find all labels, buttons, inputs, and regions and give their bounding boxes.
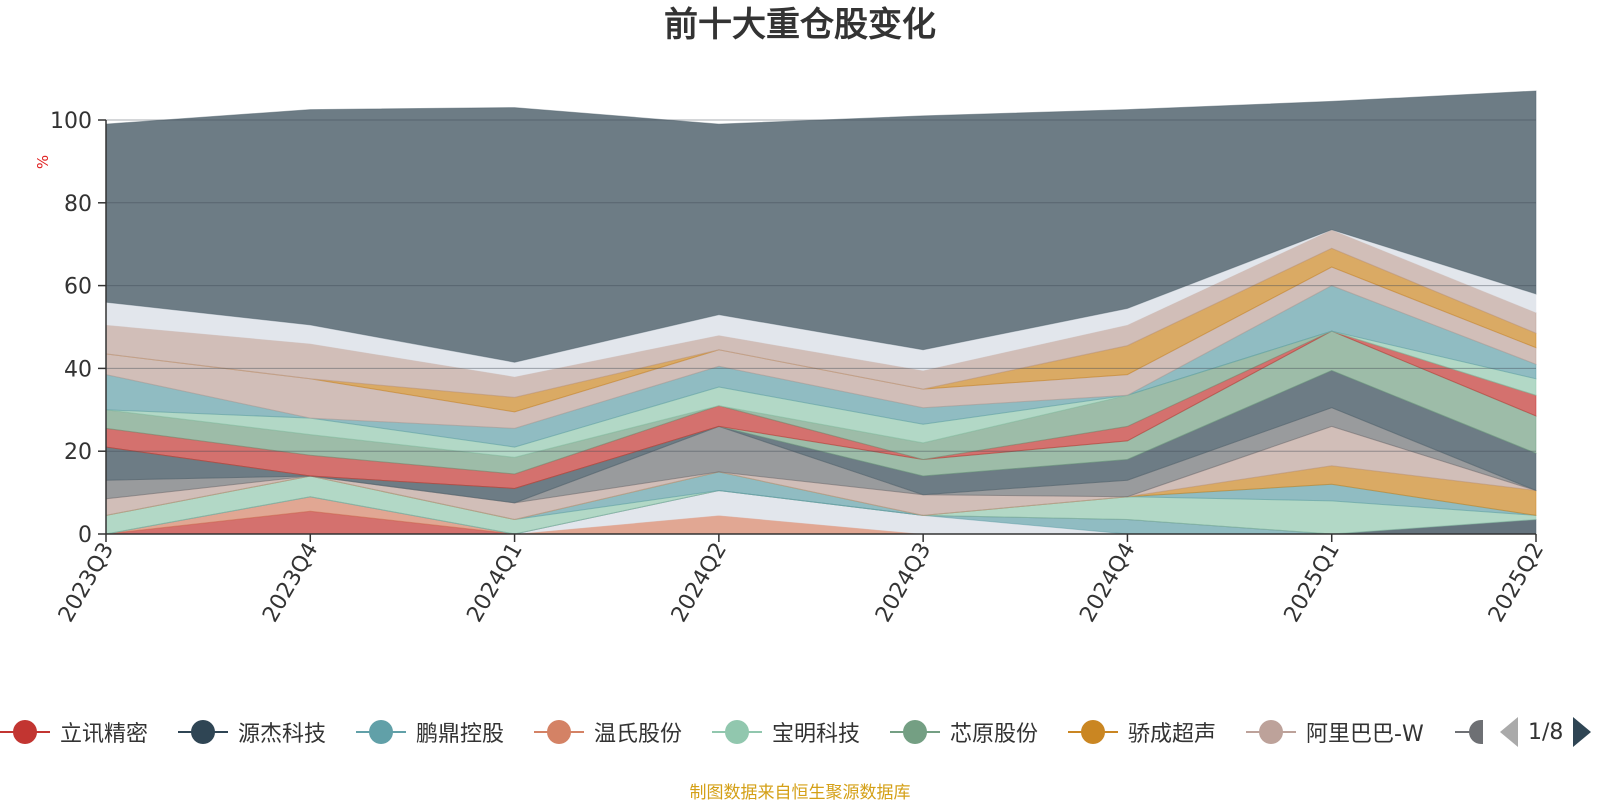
y-tick-label: 80 — [64, 192, 92, 217]
x-tick-label: 2024Q3 — [871, 539, 936, 627]
legend-marker-icon — [178, 712, 228, 752]
legend-item[interactable]: 温氏股份 — [534, 712, 682, 752]
area-layer — [105, 90, 1537, 535]
y-tick-label: 40 — [64, 357, 92, 382]
legend-item[interactable]: 立讯精密 — [0, 712, 148, 752]
area-series-20 — [105, 90, 1537, 363]
legend-next-page-icon[interactable] — [1573, 717, 1592, 747]
x-tick-label: 2024Q4 — [1075, 539, 1140, 627]
legend-marker-icon — [534, 712, 584, 752]
legend-marker-icon — [1068, 712, 1118, 752]
y-axis-label: % — [34, 155, 52, 169]
x-tick-label: 2023Q4 — [258, 539, 323, 627]
x-tick-label: 2025Q2 — [1484, 539, 1549, 627]
legend-page-indicator: 1/8 — [1528, 719, 1564, 745]
legend-label: 源杰科技 — [238, 722, 327, 747]
x-tick-label: 2024Q1 — [462, 539, 527, 627]
legend-marker-icon — [712, 712, 762, 752]
y-tick-label: 20 — [64, 440, 92, 465]
legend-marker-icon — [890, 712, 940, 752]
legend-label: 鹏鼎控股 — [416, 722, 505, 747]
grid-lines — [106, 119, 1536, 452]
legend-marker-icon — [1455, 712, 1483, 752]
source-note: 制图数据来自恒生聚源数据库 — [689, 783, 911, 803]
legend-item[interactable]: 骄成超声 — [1068, 712, 1216, 752]
legend-prev-page-icon[interactable] — [1500, 717, 1518, 747]
y-tick-label: 60 — [64, 275, 92, 300]
legend-item[interactable] — [1455, 712, 1483, 752]
legend-label: 骄成超声 — [1128, 722, 1217, 747]
legend-item[interactable]: 鹏鼎控股 — [356, 712, 504, 752]
legend-pager: 1/8 — [1500, 712, 1592, 752]
legend-marker-icon — [0, 712, 50, 752]
legend-item[interactable]: 宝明科技 — [712, 712, 860, 752]
stacked-area-chart: 0 20 40 60 80 100% 2023Q3 2023Q4 2024Q1 2024Q2 202… — [34, 90, 1549, 627]
legend-label: 宝明科技 — [772, 722, 861, 747]
legend-marker-icon — [1246, 712, 1296, 752]
x-tick-label: 2024Q2 — [667, 539, 732, 627]
y-tick-label: 0 — [78, 523, 92, 548]
legend-label: 温氏股份 — [594, 722, 683, 747]
y-tick-label: 100 — [50, 109, 92, 134]
legend-item[interactable]: 源杰科技 — [178, 712, 326, 752]
chart-title: 前十大重仓股变化 — [664, 5, 936, 45]
legend-label: 阿里巴巴-W — [1306, 722, 1424, 747]
legend-marker-icon — [356, 712, 406, 752]
legend: 立讯精密 源杰科技 鹏鼎控股 温氏股份 宝明科技 芯原股份 骄成超声 阿里巴巴-W — [0, 712, 1600, 752]
legend-item[interactable]: 阿里巴巴-W — [1246, 712, 1424, 752]
x-tick-label: 2023Q3 — [54, 539, 119, 627]
legend-label: 芯原股份 — [950, 722, 1039, 747]
x-tick-label: 2025Q1 — [1280, 539, 1345, 627]
legend-label: 立讯精密 — [60, 722, 149, 747]
legend-item[interactable]: 芯原股份 — [890, 712, 1038, 752]
